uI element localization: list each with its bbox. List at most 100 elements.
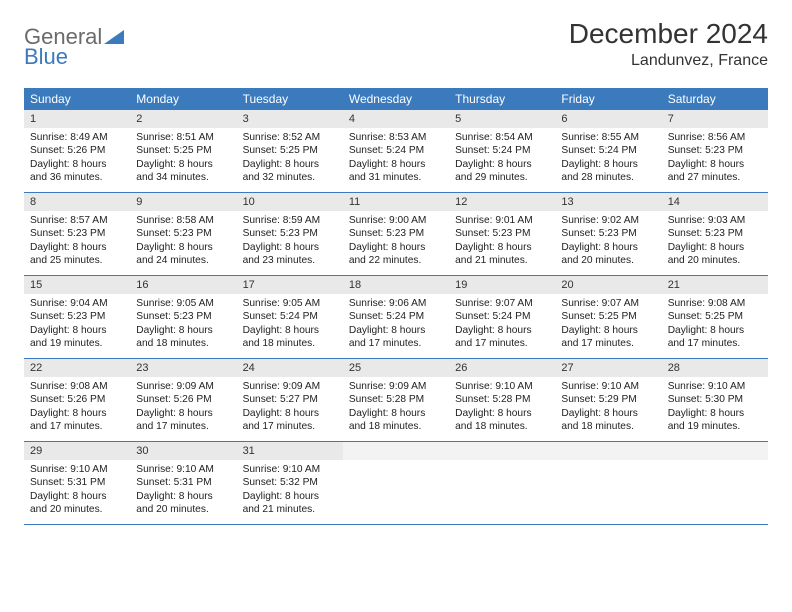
day-details: Sunrise: 9:00 AMSunset: 5:23 PMDaylight:… — [343, 211, 449, 275]
day-details: Sunrise: 9:06 AMSunset: 5:24 PMDaylight:… — [343, 294, 449, 358]
sunrise-line: Sunrise: 9:08 AM — [30, 380, 124, 393]
day-number: 16 — [130, 276, 236, 294]
day-number: 23 — [130, 359, 236, 377]
day-details: Sunrise: 9:07 AMSunset: 5:25 PMDaylight:… — [555, 294, 661, 358]
week-row: 8Sunrise: 8:57 AMSunset: 5:23 PMDaylight… — [24, 193, 768, 276]
day-details: Sunrise: 9:03 AMSunset: 5:23 PMDaylight:… — [662, 211, 768, 275]
day-number: 17 — [237, 276, 343, 294]
weekday-header: Wednesday — [343, 88, 449, 110]
sunrise-line: Sunrise: 8:58 AM — [136, 214, 230, 227]
sunset-line: Sunset: 5:23 PM — [668, 144, 762, 157]
sunset-line: Sunset: 5:27 PM — [243, 393, 337, 406]
calendar-table: Sunday Monday Tuesday Wednesday Thursday… — [24, 88, 768, 525]
day-number: 3 — [237, 110, 343, 128]
sunrise-line: Sunrise: 9:05 AM — [136, 297, 230, 310]
day-number: 14 — [662, 193, 768, 211]
day-number: 30 — [130, 442, 236, 460]
sunset-line: Sunset: 5:24 PM — [349, 144, 443, 157]
day-cell: 6Sunrise: 8:55 AMSunset: 5:24 PMDaylight… — [555, 110, 661, 193]
day-details: Sunrise: 9:05 AMSunset: 5:24 PMDaylight:… — [237, 294, 343, 358]
empty-day-number — [662, 442, 768, 460]
day-details: Sunrise: 9:10 AMSunset: 5:31 PMDaylight:… — [24, 460, 130, 524]
daylight-line: Daylight: 8 hours and 24 minutes. — [136, 241, 230, 268]
daylight-line: Daylight: 8 hours and 17 minutes. — [668, 324, 762, 351]
sunset-line: Sunset: 5:26 PM — [30, 144, 124, 157]
sunrise-line: Sunrise: 9:04 AM — [30, 297, 124, 310]
day-number: 13 — [555, 193, 661, 211]
daylight-line: Daylight: 8 hours and 31 minutes. — [349, 158, 443, 185]
day-number: 19 — [449, 276, 555, 294]
title-block: December 2024 Landunvez, France — [569, 18, 768, 70]
day-number: 29 — [24, 442, 130, 460]
brand-text-blue: Blue — [24, 44, 68, 70]
day-details: Sunrise: 9:05 AMSunset: 5:23 PMDaylight:… — [130, 294, 236, 358]
daylight-line: Daylight: 8 hours and 17 minutes. — [455, 324, 549, 351]
sunset-line: Sunset: 5:25 PM — [243, 144, 337, 157]
day-details: Sunrise: 8:51 AMSunset: 5:25 PMDaylight:… — [130, 128, 236, 192]
sunset-line: Sunset: 5:24 PM — [243, 310, 337, 323]
sunset-line: Sunset: 5:26 PM — [136, 393, 230, 406]
day-details: Sunrise: 9:08 AMSunset: 5:25 PMDaylight:… — [662, 294, 768, 358]
day-cell: 1Sunrise: 8:49 AMSunset: 5:26 PMDaylight… — [24, 110, 130, 193]
daylight-line: Daylight: 8 hours and 18 minutes. — [561, 407, 655, 434]
day-details: Sunrise: 9:08 AMSunset: 5:26 PMDaylight:… — [24, 377, 130, 441]
day-cell: 24Sunrise: 9:09 AMSunset: 5:27 PMDayligh… — [237, 359, 343, 442]
sunset-line: Sunset: 5:25 PM — [561, 310, 655, 323]
day-cell: 7Sunrise: 8:56 AMSunset: 5:23 PMDaylight… — [662, 110, 768, 193]
day-number: 25 — [343, 359, 449, 377]
daylight-line: Daylight: 8 hours and 19 minutes. — [30, 324, 124, 351]
daylight-line: Daylight: 8 hours and 20 minutes. — [561, 241, 655, 268]
week-row: 1Sunrise: 8:49 AMSunset: 5:26 PMDaylight… — [24, 110, 768, 193]
day-details: Sunrise: 9:09 AMSunset: 5:27 PMDaylight:… — [237, 377, 343, 441]
sunset-line: Sunset: 5:23 PM — [561, 227, 655, 240]
daylight-line: Daylight: 8 hours and 34 minutes. — [136, 158, 230, 185]
week-row: 22Sunrise: 9:08 AMSunset: 5:26 PMDayligh… — [24, 359, 768, 442]
week-row: 29Sunrise: 9:10 AMSunset: 5:31 PMDayligh… — [24, 442, 768, 525]
day-details: Sunrise: 9:07 AMSunset: 5:24 PMDaylight:… — [449, 294, 555, 358]
day-number: 22 — [24, 359, 130, 377]
day-cell — [449, 442, 555, 525]
daylight-line: Daylight: 8 hours and 17 minutes. — [30, 407, 124, 434]
day-cell: 5Sunrise: 8:54 AMSunset: 5:24 PMDaylight… — [449, 110, 555, 193]
sunrise-line: Sunrise: 9:01 AM — [455, 214, 549, 227]
sunset-line: Sunset: 5:31 PM — [136, 476, 230, 489]
empty-day-number — [449, 442, 555, 460]
sunrise-line: Sunrise: 8:51 AM — [136, 131, 230, 144]
day-cell: 18Sunrise: 9:06 AMSunset: 5:24 PMDayligh… — [343, 276, 449, 359]
day-details: Sunrise: 9:10 AMSunset: 5:31 PMDaylight:… — [130, 460, 236, 524]
sunrise-line: Sunrise: 8:59 AM — [243, 214, 337, 227]
day-number: 2 — [130, 110, 236, 128]
sunset-line: Sunset: 5:25 PM — [136, 144, 230, 157]
sunset-line: Sunset: 5:23 PM — [30, 310, 124, 323]
day-details: Sunrise: 8:55 AMSunset: 5:24 PMDaylight:… — [555, 128, 661, 192]
day-details: Sunrise: 9:02 AMSunset: 5:23 PMDaylight:… — [555, 211, 661, 275]
day-details: Sunrise: 9:10 AMSunset: 5:32 PMDaylight:… — [237, 460, 343, 524]
day-details: Sunrise: 9:10 AMSunset: 5:29 PMDaylight:… — [555, 377, 661, 441]
day-cell — [555, 442, 661, 525]
sunrise-line: Sunrise: 9:10 AM — [136, 463, 230, 476]
daylight-line: Daylight: 8 hours and 17 minutes. — [561, 324, 655, 351]
sunrise-line: Sunrise: 9:09 AM — [136, 380, 230, 393]
sunset-line: Sunset: 5:24 PM — [455, 144, 549, 157]
sunrise-line: Sunrise: 9:09 AM — [243, 380, 337, 393]
sunrise-line: Sunrise: 9:02 AM — [561, 214, 655, 227]
sunset-line: Sunset: 5:30 PM — [668, 393, 762, 406]
day-cell — [662, 442, 768, 525]
day-cell: 19Sunrise: 9:07 AMSunset: 5:24 PMDayligh… — [449, 276, 555, 359]
day-cell: 25Sunrise: 9:09 AMSunset: 5:28 PMDayligh… — [343, 359, 449, 442]
sunrise-line: Sunrise: 9:10 AM — [243, 463, 337, 476]
empty-day-number — [555, 442, 661, 460]
sunrise-line: Sunrise: 9:09 AM — [349, 380, 443, 393]
day-number: 15 — [24, 276, 130, 294]
day-number: 21 — [662, 276, 768, 294]
day-cell: 23 Sunrise: 9:09 AMSunset: 5:26 PMDayligh… — [130, 359, 236, 442]
sunrise-line: Sunrise: 9:10 AM — [455, 380, 549, 393]
daylight-line: Daylight: 8 hours and 18 minutes. — [243, 324, 337, 351]
day-cell: 4Sunrise: 8:53 AMSunset: 5:24 PMDaylight… — [343, 110, 449, 193]
sunrise-line: Sunrise: 8:55 AM — [561, 131, 655, 144]
day-details: Sunrise: 8:56 AMSunset: 5:23 PMDaylight:… — [662, 128, 768, 192]
daylight-line: Daylight: 8 hours and 17 minutes. — [136, 407, 230, 434]
day-cell: 8Sunrise: 8:57 AMSunset: 5:23 PMDaylight… — [24, 193, 130, 276]
daylight-line: Daylight: 8 hours and 19 minutes. — [668, 407, 762, 434]
sunrise-line: Sunrise: 9:06 AM — [349, 297, 443, 310]
